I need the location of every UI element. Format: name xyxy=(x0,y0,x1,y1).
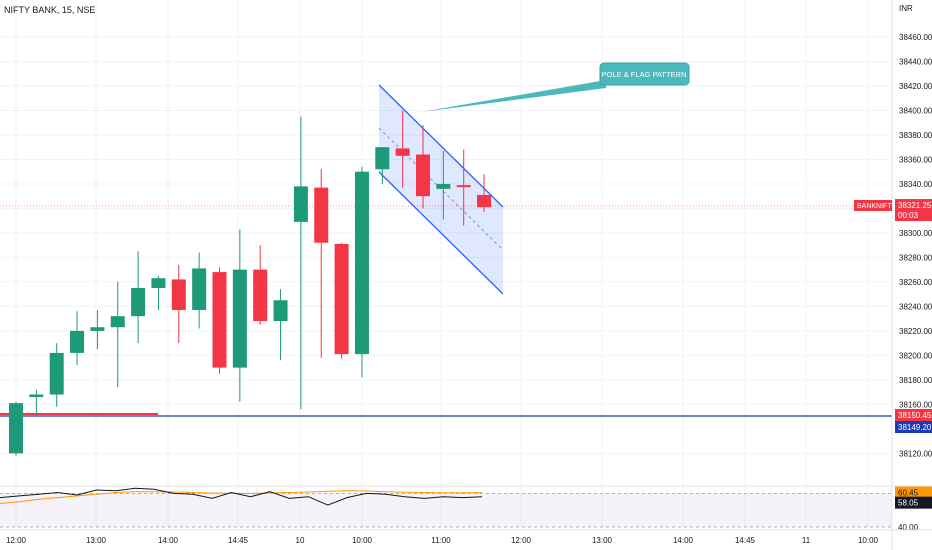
price-tick-label: 38420.00 xyxy=(899,82,932,91)
candle-body xyxy=(70,330,85,353)
hline-blue-tag-bg xyxy=(895,421,932,433)
hline-blue-tag: 38149.20 xyxy=(898,423,932,432)
last-price-tag-bg xyxy=(895,199,932,221)
candle-body xyxy=(314,187,329,243)
price-tick-label: 38260.00 xyxy=(899,278,932,287)
price-tick-label: 38400.00 xyxy=(899,106,932,115)
price-tick-label: 38460.00 xyxy=(899,33,932,42)
candle-body xyxy=(171,279,186,311)
candle-body xyxy=(354,171,369,355)
price-axis[interactable]: 38460.00 38440.00 38420.00 38400.00 38380.00… xyxy=(854,0,932,550)
candle-body xyxy=(395,148,410,156)
countdown-tag: 00:03 xyxy=(898,211,919,220)
flag-channel-mid xyxy=(378,127,504,251)
price-tick-label: 38440.00 xyxy=(899,57,932,66)
grid xyxy=(0,0,892,527)
price-tick-label: 38220.00 xyxy=(899,327,932,336)
candle-body xyxy=(29,394,44,398)
candle-body xyxy=(212,272,227,368)
time-tick-label: 14:00 xyxy=(158,536,179,545)
time-tick-label: 14:45 xyxy=(735,536,756,545)
candle-body xyxy=(253,269,268,322)
time-tick-label: 13:00 xyxy=(592,536,613,545)
rsi-band xyxy=(0,493,892,527)
candle-body xyxy=(232,269,247,368)
annotation-text: POLE & FLAG PATTERN xyxy=(602,70,687,79)
flag-channel-fill xyxy=(379,85,503,294)
hline-red-tag-bg xyxy=(895,409,932,421)
time-tick-label: 14:00 xyxy=(673,536,694,545)
time-tick-label: 12:00 xyxy=(6,536,27,545)
candle-body xyxy=(456,185,471,188)
price-tick-label: 38300.00 xyxy=(899,229,932,238)
price-tick-label: 38360.00 xyxy=(899,155,932,164)
candle-body xyxy=(49,352,64,395)
rsi-signal-tag-bg xyxy=(895,486,932,499)
candle-body xyxy=(192,268,207,311)
candle-body xyxy=(151,278,166,289)
flag-channel-drawing[interactable] xyxy=(378,84,504,295)
candle-body xyxy=(436,183,451,189)
time-tick-label: 11 xyxy=(802,536,811,545)
price-tick-label: 38200.00 xyxy=(899,351,932,360)
rsi-tick-label: 40.00 xyxy=(898,523,919,532)
time-tick-label: 10:00 xyxy=(858,536,879,545)
rsi-signal-line xyxy=(0,490,483,504)
candle-body xyxy=(9,403,23,454)
rsi-value-tag: 58.05 xyxy=(898,499,919,508)
time-axis[interactable]: 12:00 13:00 14:00 14:45 10 10:00 11:00 12:00 13:… xyxy=(0,529,932,545)
symbol-tag: BANKNIFTY xyxy=(857,203,897,210)
candles xyxy=(9,110,492,456)
time-tick-label: 14:45 xyxy=(228,536,249,545)
candle-body xyxy=(90,327,105,331)
price-tick-label: 38180.00 xyxy=(899,376,932,385)
price-tick-label: 38240.00 xyxy=(899,302,932,311)
price-tick-label: 38280.00 xyxy=(899,253,932,262)
candle-body xyxy=(131,288,146,317)
price-tick-label: 38160.00 xyxy=(899,400,932,409)
currency-label: INR xyxy=(899,4,913,13)
time-tick-label: 13:00 xyxy=(86,536,107,545)
candle-body xyxy=(110,316,125,328)
rsi-line xyxy=(0,487,483,506)
candle-body xyxy=(293,186,308,222)
time-tick-label: 12:00 xyxy=(511,536,532,545)
annotation-callout[interactable]: POLE & FLAG PATTERN xyxy=(421,62,690,112)
flag-channel-bottom xyxy=(378,171,504,295)
price-tick-label: 38340.00 xyxy=(899,180,932,189)
symbol-title[interactable]: NIFTY BANK, 15, NSE xyxy=(4,5,96,15)
time-tick-label: 11:00 xyxy=(431,536,451,545)
flag-channel-top xyxy=(378,84,504,208)
symbol-tag-bg xyxy=(854,200,892,211)
last-price-tag: 38321.25 xyxy=(898,201,932,210)
rsi-value-tag-bg xyxy=(895,496,932,509)
time-tick-label: 10:00 xyxy=(352,536,373,545)
price-tick-label: 38380.00 xyxy=(899,131,932,140)
annotation-box xyxy=(599,62,690,86)
candle-body xyxy=(477,194,492,208)
annotation-pointer xyxy=(421,80,606,112)
candle-body xyxy=(273,300,288,322)
hline-red-tag: 38150.45 xyxy=(898,411,932,420)
horizontal-lines[interactable] xyxy=(0,205,892,417)
time-tick-label: 10 xyxy=(296,536,305,545)
rsi-signal-tag: 60.45 xyxy=(898,489,919,498)
candle-body xyxy=(416,154,430,197)
price-tick-label: 38120.00 xyxy=(899,449,932,458)
candle-body xyxy=(375,147,390,170)
candle-body xyxy=(334,243,349,355)
